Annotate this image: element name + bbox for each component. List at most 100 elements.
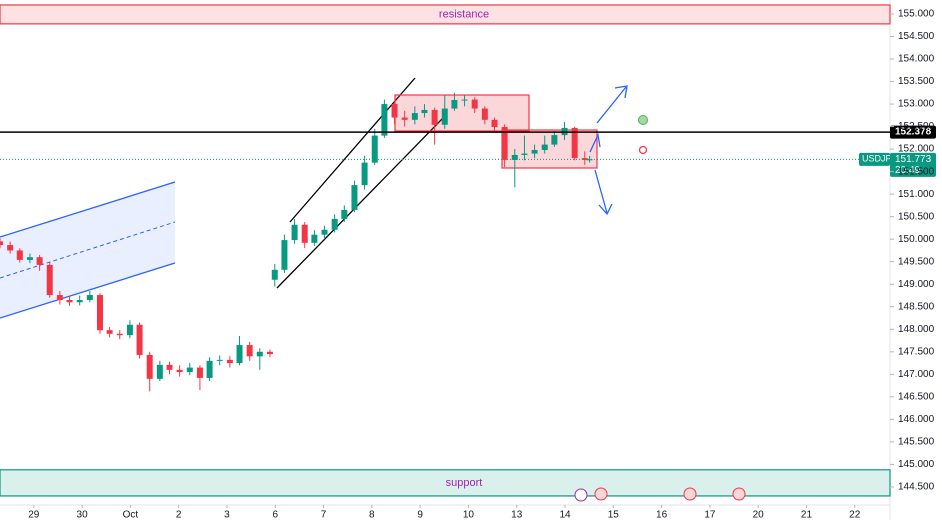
y-tick-label: 152.500 — [898, 121, 935, 132]
candle-body — [176, 369, 183, 373]
event-icon[interactable] — [594, 487, 608, 501]
candle-body — [551, 135, 558, 145]
channel-line — [0, 181, 176, 238]
y-tick-label: 150.500 — [898, 211, 935, 222]
candle-body — [291, 224, 298, 241]
candle-body — [266, 351, 273, 355]
y-tick-label: 152.000 — [898, 144, 935, 155]
y-tick-label: 149.500 — [898, 256, 935, 267]
y-tick-label: 150.000 — [898, 234, 935, 245]
x-tick-label: 30 — [77, 510, 89, 520]
candle-body — [216, 359, 223, 361]
candle-body — [126, 324, 133, 336]
y-tick-label: 148.500 — [898, 301, 935, 312]
candle-body — [331, 218, 338, 230]
candle-body — [26, 257, 33, 260]
stop-marker — [638, 145, 648, 155]
arrow-head — [614, 85, 628, 99]
candle-body — [96, 295, 103, 331]
event-icon[interactable] — [683, 487, 697, 501]
candle-body — [136, 324, 143, 355]
candle-body — [471, 99, 478, 109]
candle-body — [106, 330, 113, 334]
x-tick-label: 3 — [224, 510, 230, 520]
candle-body — [531, 150, 538, 154]
y-tick-label: 155.000 — [898, 9, 935, 20]
candle-body — [196, 367, 203, 378]
axes: 144.500 145.000 145.500 146.000 146.500 147.0… — [28, 9, 934, 520]
x-tick-label: 6 — [272, 510, 278, 520]
x-tick-label: 29 — [28, 510, 40, 520]
candle-body — [431, 109, 438, 125]
y-tick-label: 149.000 — [898, 279, 935, 290]
candle-body — [381, 104, 388, 136]
y-tick-label: 145.000 — [898, 459, 935, 470]
candle-body — [511, 154, 518, 160]
candle-body — [46, 264, 53, 296]
channel-line — [0, 262, 176, 319]
candle-body — [186, 367, 193, 373]
candle-body — [271, 269, 278, 280]
arrow — [594, 169, 608, 214]
range-box — [394, 94, 530, 132]
candle-body — [421, 109, 428, 114]
x-tick-label: 21 — [801, 510, 813, 520]
x-tick-label: 16 — [656, 510, 668, 520]
x-tick-label: 17 — [704, 510, 716, 520]
level-label: 152.378 — [895, 127, 932, 138]
candle-body — [146, 354, 153, 379]
candle-body — [391, 104, 398, 118]
y-tick-label: 147.500 — [898, 346, 935, 357]
zone-label: resistance — [439, 8, 489, 20]
event-icons — [574, 487, 746, 502]
candle-body — [36, 257, 43, 265]
candle-body — [341, 209, 348, 219]
last-time-label: 20:49 — [895, 165, 920, 176]
x-tick-label: 14 — [559, 510, 571, 520]
trend-line — [276, 117, 444, 289]
candle-body — [56, 295, 63, 300]
candle-body — [441, 108, 448, 125]
range-boxes — [394, 94, 598, 169]
candle-body — [451, 100, 458, 109]
candle-body — [7, 245, 14, 251]
candle-body — [311, 234, 318, 243]
candle-body — [351, 185, 358, 210]
zones: resistance support — [0, 4, 891, 497]
x-tick-label: 9 — [417, 510, 423, 520]
y-tick-label: 154.500 — [898, 31, 935, 42]
level-label-bg — [890, 125, 936, 139]
y-tick-label: 154.000 — [898, 54, 935, 65]
candle-body — [501, 127, 508, 160]
candle-body — [586, 159, 593, 161]
candle-body — [461, 99, 468, 101]
event-icon[interactable] — [574, 488, 588, 502]
x-tick-label: 13 — [511, 510, 523, 520]
candle-body — [481, 108, 488, 120]
projection-arrows — [589, 85, 628, 216]
candle-body — [301, 224, 308, 243]
last-price-bg — [890, 152, 936, 177]
y-tick-label: 151.500 — [898, 166, 935, 177]
candle-body — [156, 364, 163, 379]
candle-body — [491, 119, 498, 128]
x-tick-label: 2 — [176, 510, 182, 520]
x-tick-label: 15 — [608, 510, 620, 520]
x-tick-label: Oct — [123, 510, 139, 520]
candle-body — [401, 117, 408, 120]
channel-drawing — [0, 181, 176, 319]
candle-body — [116, 333, 123, 336]
last-price-label: 151.773 — [895, 154, 932, 165]
candles — [0, 92, 593, 392]
x-tick-label: 8 — [369, 510, 375, 520]
event-icon[interactable] — [732, 487, 746, 501]
y-tick-label: 153.000 — [898, 99, 935, 110]
candle-body — [541, 144, 548, 150]
x-tick-label: 10 — [463, 510, 475, 520]
y-tick-label: 153.500 — [898, 76, 935, 87]
candle-body — [86, 295, 93, 300]
x-tick-label: 7 — [321, 510, 327, 520]
arrow — [596, 86, 627, 124]
candle-body — [571, 127, 578, 159]
